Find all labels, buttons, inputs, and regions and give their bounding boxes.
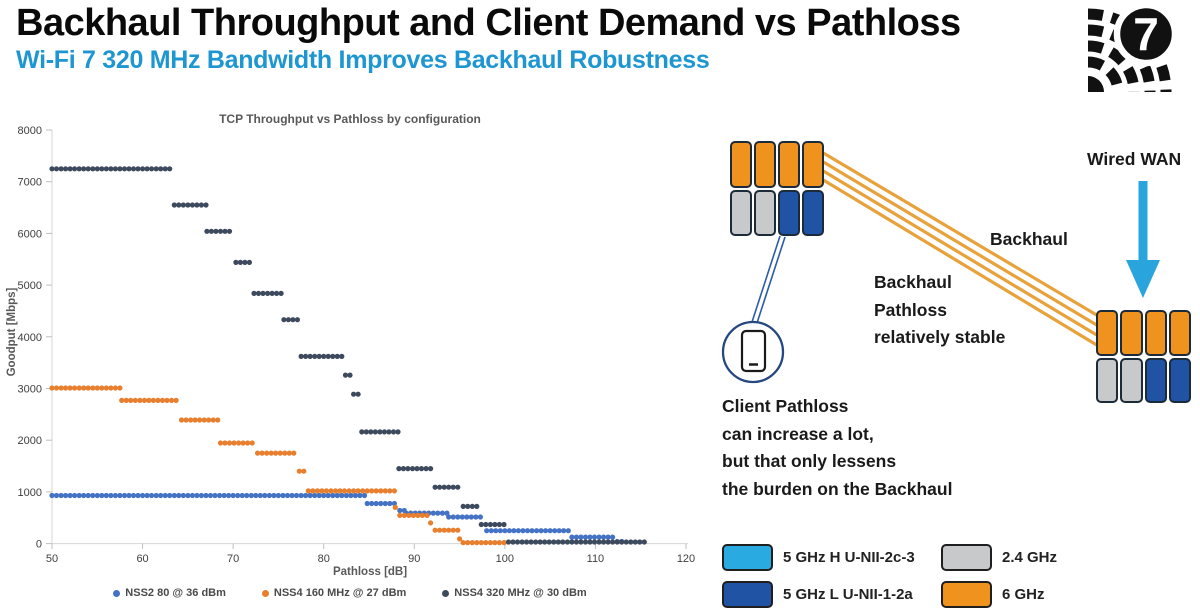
band-legend-item: 6 GHz bbox=[941, 581, 1057, 608]
radio-band-cell bbox=[730, 189, 752, 236]
note-line: but that only lessens bbox=[722, 451, 897, 471]
radio-band-cell bbox=[1144, 310, 1167, 356]
series-nss4-320-mhz-30-dbm bbox=[49, 166, 647, 545]
client-link bbox=[751, 235, 786, 324]
band-label: 2.4 GHz bbox=[1002, 549, 1058, 566]
backhaul-stability-note: Backhaul Pathloss relatively stable bbox=[874, 269, 1005, 352]
note-line: the burden on the Backhaul bbox=[722, 478, 953, 499]
svg-text:8000: 8000 bbox=[18, 125, 42, 137]
svg-text:50: 50 bbox=[46, 553, 58, 565]
wifi-7-icon: 7 bbox=[1087, 2, 1179, 92]
note-line: relatively stable bbox=[874, 327, 1006, 347]
series-nss4-160-mhz-27-dbm bbox=[49, 385, 507, 546]
legend-dot-icon bbox=[261, 589, 269, 597]
radio-band-cell bbox=[802, 189, 824, 236]
radio-band-cell bbox=[778, 141, 800, 188]
page-subtitle: Wi-Fi 7 320 MHz Bandwidth Improves Backh… bbox=[16, 46, 710, 74]
wifi-7-badge-number: 7 bbox=[1133, 8, 1159, 60]
wired-wan-arrow-icon bbox=[1126, 181, 1160, 298]
svg-text:110: 110 bbox=[587, 553, 605, 565]
note-line: Backhaul bbox=[874, 272, 952, 292]
client-pathloss-note: Client Pathloss can increase a lot, but th… bbox=[722, 393, 952, 503]
legend-label: NSS4 160 MHz @ 27 dBm bbox=[273, 587, 407, 599]
radio-band-cell bbox=[1096, 357, 1119, 403]
svg-text:80: 80 bbox=[318, 553, 330, 565]
svg-text:0: 0 bbox=[36, 539, 42, 551]
radio-band-cell bbox=[754, 189, 776, 236]
svg-text:70: 70 bbox=[227, 553, 239, 565]
radio-band-cell bbox=[1144, 357, 1167, 403]
band-legend-item: 5 GHz L U-NII-1-2a bbox=[722, 581, 941, 608]
page-title: Backhaul Throughput and Client Demand vs… bbox=[16, 2, 961, 44]
series-nss2-80-36-dbm bbox=[49, 492, 625, 545]
band-label: 6 GHz bbox=[1002, 586, 1045, 603]
svg-text:60: 60 bbox=[136, 553, 148, 565]
radio-band-cell bbox=[1168, 357, 1191, 403]
chart-title: TCP Throughput vs Pathloss by configurat… bbox=[219, 112, 481, 126]
scatter-plot: 0 1000 2000 3000 4000 5000 6000 7000 8000 50 60 70 8… bbox=[18, 125, 696, 565]
band-legend-item: 5 GHz H U-NII-2c-3 bbox=[722, 544, 941, 571]
radio-band-cell bbox=[802, 141, 824, 188]
backhaul-label: Backhaul bbox=[990, 229, 1068, 249]
svg-text:2000: 2000 bbox=[18, 435, 42, 447]
radio-band-cell bbox=[1120, 310, 1143, 356]
legend-label: NSS4 320 MHz @ 30 dBm bbox=[454, 587, 587, 599]
svg-text:7000: 7000 bbox=[18, 177, 42, 189]
svg-text:6000: 6000 bbox=[18, 228, 42, 240]
svg-text:90: 90 bbox=[408, 553, 420, 565]
legend-dot-icon bbox=[442, 589, 450, 597]
radio-band-cell bbox=[778, 189, 800, 236]
svg-text:5000: 5000 bbox=[18, 280, 42, 292]
wired-wan-label: Wired WAN bbox=[1087, 149, 1182, 169]
svg-text:4000: 4000 bbox=[18, 332, 42, 344]
svg-text:1000: 1000 bbox=[18, 487, 42, 499]
radio-band-cell bbox=[1168, 310, 1191, 356]
svg-text:3000: 3000 bbox=[18, 384, 42, 396]
chart-legend-item: NSS2 80 @ 36 dBm bbox=[113, 587, 226, 599]
wan-router-device bbox=[1096, 310, 1191, 403]
x-axis-label: Pathloss [dB] bbox=[332, 566, 408, 578]
radio-band-cell bbox=[730, 141, 752, 188]
chart-legend-item: NSS4 320 MHz @ 30 dBm bbox=[442, 587, 587, 599]
band-legend-item: 2.4 GHz bbox=[941, 544, 1057, 571]
radio-band-cell bbox=[1096, 310, 1119, 356]
band-label: 5 GHz H U-NII-2c-3 bbox=[783, 549, 915, 566]
note-line: can increase a lot, bbox=[722, 423, 874, 444]
band-swatch bbox=[941, 581, 992, 608]
legend-label: NSS2 80 @ 36 dBm bbox=[125, 587, 226, 599]
note-line: Client Pathloss bbox=[722, 396, 849, 416]
band-swatch bbox=[722, 581, 773, 608]
network-diagram-graphics bbox=[721, 149, 1160, 384]
legend-dot-icon bbox=[113, 589, 121, 597]
note-line: Pathloss bbox=[874, 299, 947, 320]
band-label: 5 GHz L U-NII-1-2a bbox=[783, 586, 913, 603]
client-device-icon bbox=[721, 320, 785, 384]
radio-band-cell bbox=[1120, 357, 1143, 403]
chart-legend: NSS2 80 @ 36 dBm NSS4 160 MHz @ 27 dBm NSS… bbox=[0, 587, 700, 599]
band-swatch bbox=[722, 544, 773, 571]
radio-band-cell bbox=[754, 141, 776, 188]
band-legend: 5 GHz H U-NII-2c-3 5 GHz L U-NII-1-2a 2.4 … bbox=[722, 539, 1057, 608]
chart-legend-item: NSS4 160 MHz @ 27 dBm bbox=[261, 587, 407, 599]
mesh-ap-device bbox=[730, 141, 824, 236]
svg-text:120: 120 bbox=[677, 553, 695, 565]
svg-text:100: 100 bbox=[496, 553, 514, 565]
backhaul-links bbox=[819, 149, 1101, 349]
band-swatch bbox=[941, 544, 992, 571]
